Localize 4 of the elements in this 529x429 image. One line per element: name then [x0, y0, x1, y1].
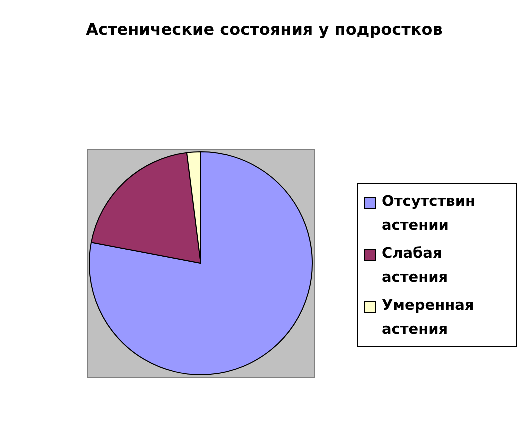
legend-label: Отсутствин астении [382, 193, 477, 236]
chart-title: Астенические состояния у подростков [85, 20, 444, 39]
legend-label: Умеренная астения [382, 297, 476, 340]
legend-label: Слабая астения [382, 245, 450, 288]
